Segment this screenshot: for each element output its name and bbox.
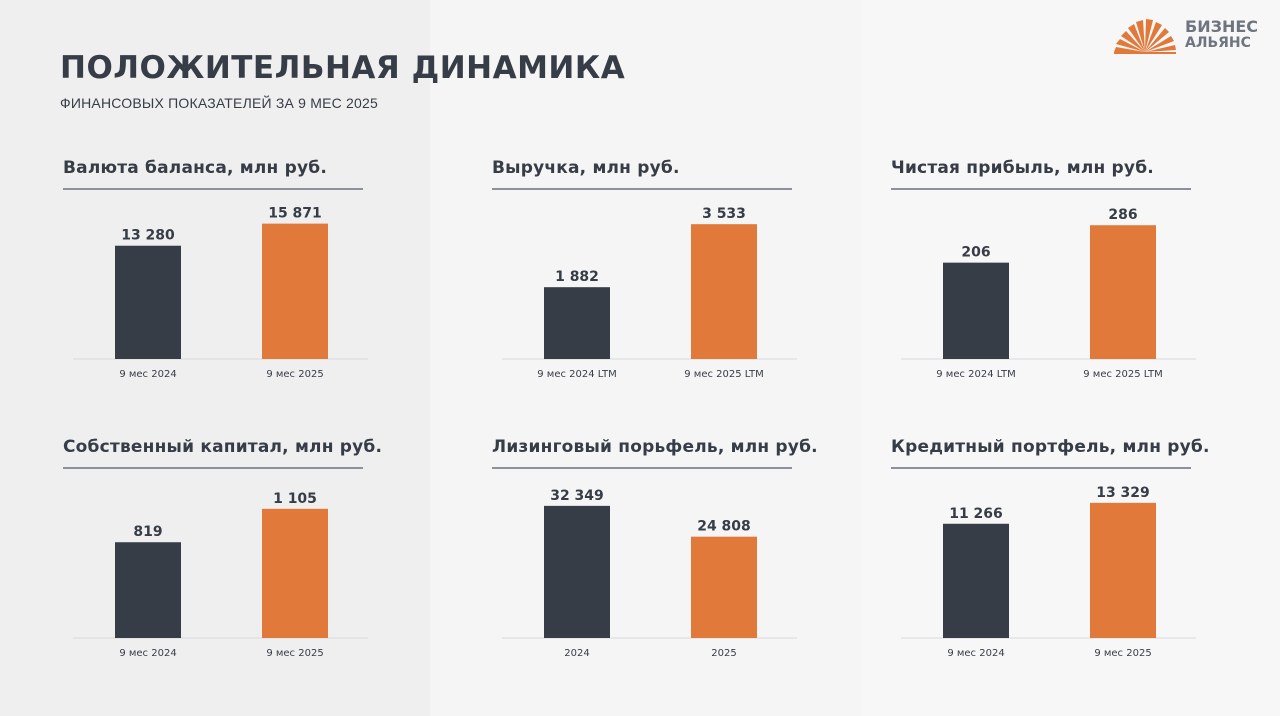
panel-divider [492, 188, 792, 190]
bar-current [691, 536, 757, 638]
data-label: 206 [961, 245, 990, 261]
panel-balance-total: Валюта баланса, млн руб. 13 280 9 мес 202… [63, 158, 368, 418]
bar-current [691, 224, 757, 359]
page-subtitle: ФИНАНСОВЫХ ПОКАЗАТЕЛЕЙ ЗА 9 МЕС 2025 [60, 95, 378, 111]
data-label: 286 [1108, 207, 1137, 223]
panel-title: Кредитный портфель, млн руб. [891, 437, 1210, 457]
bar-previous [115, 245, 181, 359]
data-label: 32 349 [550, 488, 604, 504]
logo-wordmark: БИЗНЕС АЛЬЯНС [1185, 17, 1259, 52]
page-title: ПОЛОЖИТЕЛЬНАЯ ДИНАМИКА [60, 50, 626, 86]
bar-chart-revenue: 1 882 9 мес 2024 LTM 3 533 9 мес 2025 LTM [502, 206, 797, 380]
data-label: 11 266 [949, 506, 1003, 522]
x-tick-label: 9 мес 2025 [266, 648, 323, 659]
x-tick-label: 9 мес 2024 [119, 648, 176, 659]
panel-credit-portfolio: Кредитный портфель, млн руб. 11 266 9 мес… [891, 437, 1209, 697]
data-label: 13 280 [121, 228, 175, 244]
x-tick-label: 9 мес 2025 [1094, 648, 1151, 659]
x-tick-label: 9 мес 2025 [266, 369, 323, 380]
sunrise-logo-icon [1114, 19, 1176, 54]
panel-revenue: Выручка, млн руб. 1 882 9 мес 2024 LTM 3 5… [492, 158, 797, 418]
panel-divider [891, 467, 1191, 469]
x-tick-label: 9 мес 2025 LTM [1083, 369, 1162, 380]
background-band-middle [430, 0, 862, 716]
panel-divider [63, 188, 363, 190]
panel-leasing-portfolio: Лизинговый порьфель, млн руб. 32 349 2024… [492, 437, 818, 697]
panel-title: Собственный капитал, млн руб. [63, 437, 383, 457]
bar-previous [544, 287, 610, 359]
company-logo: БИЗНЕС АЛЬЯНС [1112, 14, 1272, 56]
bar-chart-leasing-portfolio: 32 349 2024 24 808 2025 [502, 488, 797, 659]
data-label: 15 871 [268, 206, 322, 222]
logo-line-1: БИЗНЕС [1185, 17, 1259, 36]
data-label: 13 329 [1096, 485, 1150, 501]
panel-title: Чистая прибыль, млн руб. [891, 158, 1154, 178]
bar-current [262, 223, 328, 359]
panel-divider [63, 467, 363, 469]
background-band-right [862, 0, 1280, 716]
x-tick-label: 9 мес 2025 LTM [684, 369, 763, 380]
panel-net-profit: Чистая прибыль, млн руб. 206 9 мес 2024 L… [891, 158, 1196, 418]
panel-title: Выручка, млн руб. [492, 158, 680, 178]
panel-divider [891, 188, 1191, 190]
x-tick-label: 9 мес 2024 [947, 648, 1004, 659]
panel-title: Лизинговый порьфель, млн руб. [492, 437, 818, 457]
bar-chart-credit-portfolio: 11 266 9 мес 2024 13 329 9 мес 2025 [901, 485, 1196, 659]
bar-current [1090, 225, 1156, 359]
data-label: 1 882 [555, 269, 599, 285]
data-label: 819 [133, 524, 162, 540]
x-tick-label: 2024 [564, 648, 589, 659]
panel-divider [492, 467, 792, 469]
panel-title: Валюта баланса, млн руб. [63, 158, 327, 178]
data-label: 1 105 [273, 491, 317, 507]
bar-previous [115, 542, 181, 638]
bar-chart-equity: 819 9 мес 2024 1 105 9 мес 2025 [73, 491, 368, 659]
bar-chart-balance-total: 13 280 9 мес 2024 15 871 9 мес 2025 [73, 206, 368, 380]
x-tick-label: 9 мес 2024 LTM [537, 369, 616, 380]
bar-previous [544, 505, 610, 638]
data-label: 3 533 [702, 206, 746, 222]
logo-line-2: АЛЬЯНС [1185, 35, 1251, 51]
bar-current [262, 508, 328, 638]
bar-previous [943, 523, 1009, 638]
bar-chart-net-profit: 206 9 мес 2024 LTM 286 9 мес 2025 LTM [901, 207, 1196, 380]
x-tick-label: 9 мес 2024 [119, 369, 176, 380]
x-tick-label: 9 мес 2024 LTM [936, 369, 1015, 380]
bar-previous [943, 262, 1009, 359]
panel-equity: Собственный капитал, млн руб. 819 9 мес 2… [63, 437, 382, 697]
x-tick-label: 2025 [711, 648, 736, 659]
background-band-left [0, 0, 430, 716]
data-label: 24 808 [697, 519, 751, 535]
bar-current [1090, 502, 1156, 638]
